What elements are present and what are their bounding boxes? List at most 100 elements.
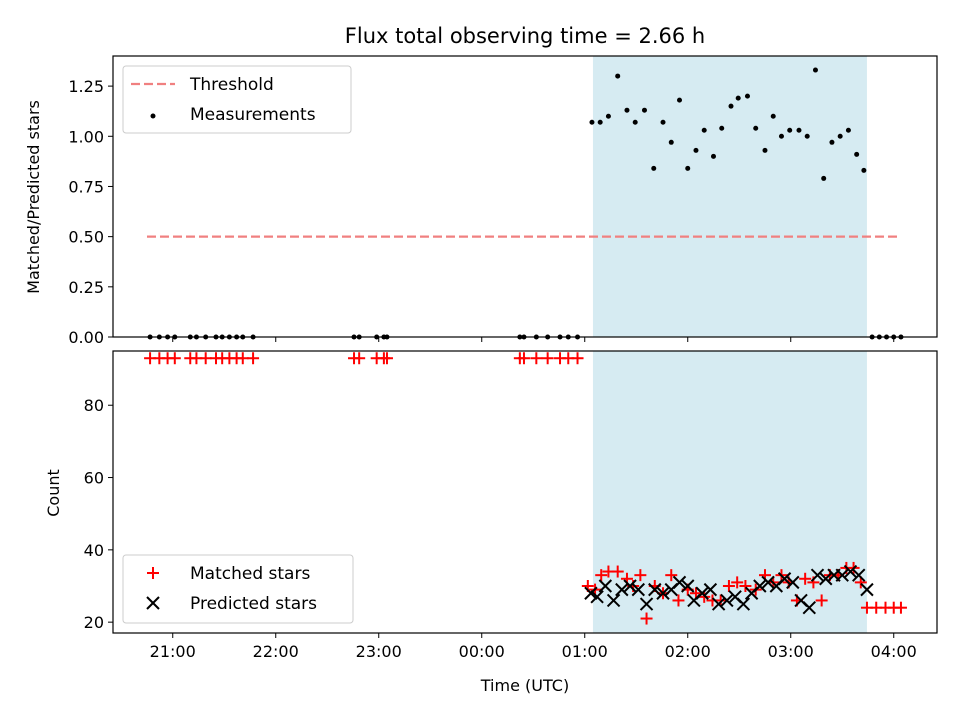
- measurement-point: [660, 119, 666, 125]
- measurement-point: [632, 119, 638, 125]
- matched-star-point: [517, 352, 530, 365]
- predicted-star-point: [648, 582, 662, 597]
- predicted-star-point: [819, 572, 833, 586]
- count-panel: 20 40 60 80 21:00 22:00 23:00 00:00 01:00 02:00 0…: [44, 350, 938, 695]
- x-tick-label: 23:00: [356, 642, 402, 661]
- legend-matched-swatch: [147, 567, 159, 579]
- measurement-point: [624, 107, 630, 113]
- predicted-star-point: [590, 590, 604, 604]
- legend-predicted-swatch: [146, 596, 160, 610]
- matched-star-point: [380, 352, 393, 365]
- matched-star-point: [530, 352, 543, 365]
- predicted-star-point: [843, 564, 858, 579]
- matched-star-point: [672, 594, 685, 607]
- measurement-point: [710, 153, 716, 159]
- matched-star-point: [541, 352, 554, 365]
- ratio-y-tick-label: 0.25: [68, 278, 104, 297]
- measurement-point: [829, 139, 835, 145]
- observing-window-top: [592, 56, 867, 337]
- ratio-y-tick-label: 1.00: [68, 127, 104, 146]
- measurement-point: [615, 73, 621, 79]
- ratio-y-tick-label: 0.50: [68, 228, 104, 247]
- measurement-point: [845, 127, 851, 133]
- x-tick-label: 22:00: [253, 642, 299, 661]
- count-y-tick-label: 60: [84, 469, 104, 488]
- predicted-star-point: [720, 593, 734, 608]
- predicted-star-point: [860, 582, 874, 597]
- measurement-point: [861, 167, 867, 173]
- count-legend-box: [122, 554, 354, 624]
- matched-star-point: [894, 601, 907, 614]
- predicted-star-point: [639, 597, 654, 611]
- predicted-star-point: [802, 600, 816, 615]
- predicted-star-point: [623, 579, 637, 593]
- measurement-point: [744, 93, 750, 99]
- measurement-point: [685, 165, 691, 171]
- measurement-point: [778, 133, 784, 139]
- ratio-legend-box: [122, 65, 352, 134]
- measurement-point: [770, 113, 776, 119]
- x-tick-label: 04:00: [871, 642, 917, 661]
- matched-star-point: [731, 576, 744, 589]
- ratio-y-tick-label: 1.25: [68, 77, 104, 96]
- legend-threshold-label: Threshold: [189, 75, 274, 95]
- predicted-star-point: [584, 586, 598, 600]
- predicted-star-point: [606, 593, 621, 608]
- matched-star-point: [640, 612, 653, 625]
- matched-star-point: [722, 580, 735, 592]
- count-y-tick-label: 80: [84, 396, 104, 415]
- ratio-panel-frame: [112, 55, 938, 338]
- predicted-star-point: [711, 597, 726, 611]
- count-legend: Matched stars Predicted stars: [122, 554, 354, 624]
- predicted-star-point: [761, 575, 775, 590]
- matched-star-point: [698, 590, 711, 603]
- matched-star-point: [199, 352, 212, 365]
- count-y-tick-label: 20: [84, 613, 104, 632]
- measurement-point: [762, 147, 768, 153]
- predicted-star-point: [598, 579, 613, 593]
- predicted-star-point: [835, 568, 849, 582]
- measurement-point: [605, 113, 611, 119]
- measurement-point: [753, 125, 759, 131]
- matched-star-point: [247, 352, 260, 365]
- count-ylabel: Count: [44, 469, 63, 517]
- matched-star-point: [634, 569, 647, 582]
- ratio-ylabel: Matched/Predicted stars: [24, 100, 43, 294]
- legend-predicted-label: Predicted stars: [190, 594, 317, 614]
- measurement-point: [812, 67, 818, 73]
- predicted-star-point: [615, 582, 629, 597]
- predicted-star-point: [656, 586, 670, 600]
- predicted-star-point: [753, 579, 767, 593]
- measurement-point: [796, 127, 802, 133]
- predicted-star-point: [672, 575, 687, 590]
- measurement-point: [821, 175, 827, 181]
- legend-matched-label: Matched stars: [190, 564, 310, 584]
- measurement-point: [735, 95, 741, 101]
- matched-star-point: [236, 352, 249, 365]
- predicted-star-point: [852, 568, 866, 582]
- matched-star-point: [665, 569, 678, 582]
- measurement-point: [668, 139, 674, 145]
- measurement-point: [677, 97, 682, 103]
- measurement-point: [787, 127, 793, 133]
- matched-star-point: [815, 594, 828, 607]
- measurement-point: [701, 127, 707, 133]
- matched-star-point: [168, 352, 181, 365]
- matched-star-point: [595, 569, 608, 582]
- x-tick-label: 00:00: [459, 642, 505, 661]
- chart-title: Flux total observing time = 2.66 h: [345, 24, 705, 48]
- x-tick-label: 01:00: [562, 642, 608, 661]
- measurement-point: [854, 151, 860, 157]
- matched-star-point: [714, 594, 727, 607]
- predicted-star-point: [695, 586, 709, 600]
- predicted-star-point: [786, 575, 800, 590]
- predicted-star-point: [631, 582, 646, 597]
- measurement-point: [804, 133, 810, 139]
- legend-measurements-swatch: [150, 113, 156, 119]
- measurement-point: [837, 133, 843, 139]
- x-tick-label: 02:00: [665, 642, 711, 661]
- measurement-point: [589, 119, 595, 125]
- measurement-point: [641, 107, 647, 113]
- measurement-point: [597, 119, 603, 125]
